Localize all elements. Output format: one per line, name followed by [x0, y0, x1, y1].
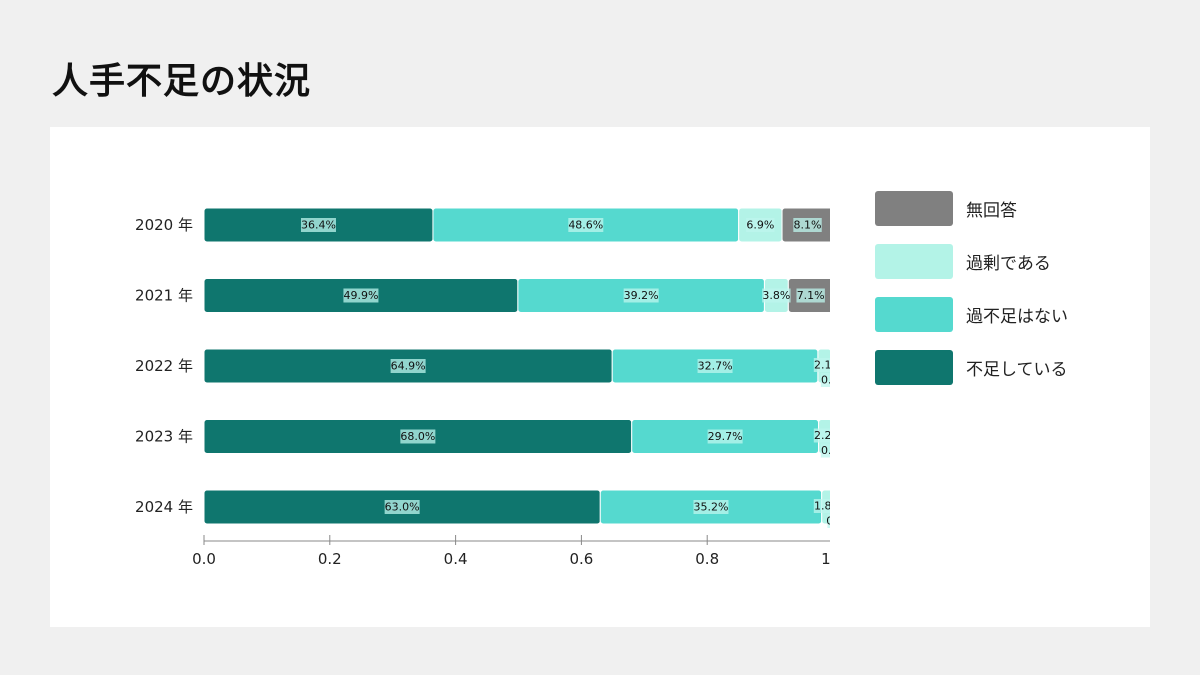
data-label-no-answer-bg: [820, 443, 830, 458]
data-label-shortage-bg: [400, 429, 436, 444]
data-label-no-answer: 7.1%: [797, 289, 825, 302]
data-label-shortage-bg: [384, 500, 420, 514]
data-label-excess-bg: [813, 499, 830, 513]
data-label-no-answer-bg: [796, 288, 825, 303]
data-label-excess: 2.2%: [814, 429, 830, 442]
legend-label-no-shortage: 過不足はない: [966, 306, 1068, 327]
x-tick-label: 0.6: [569, 550, 593, 568]
data-label-no-shortage: 39.2%: [624, 289, 659, 302]
data-label-shortage: 63.0%: [385, 501, 420, 514]
x-tick-label: 0.8: [695, 550, 719, 568]
data-label-no-shortage-bg: [707, 429, 743, 444]
data-label-excess: 6.9%: [746, 219, 774, 232]
stacked-bar-chart: 2020 年 36.4% 48.6% 6.9% 8.1% 2021 年 49.9% 39.2%…: [135, 207, 830, 568]
legend-label-no-answer: 無回答: [966, 200, 1017, 221]
data-label-no-shortage: 48.6%: [568, 219, 603, 232]
data-label-shortage: 36.4%: [301, 219, 336, 232]
legend-item-excess: 過剰である: [875, 243, 1068, 279]
data-label-no-shortage: 32.7%: [698, 360, 733, 373]
legend-item-no-answer: 無回答: [875, 190, 1068, 226]
x-tick-label: 0.2: [318, 550, 342, 568]
legend-swatch-no-answer: [875, 190, 953, 226]
data-label-shortage: 49.9%: [343, 289, 378, 302]
data-label-no-answer-bg: [820, 373, 830, 387]
category-label: 2023 年: [135, 428, 193, 446]
data-label-no-answer: 0.3%: [821, 374, 830, 387]
data-label-excess-bg: [746, 218, 775, 232]
data-label-no-shortage-bg: [697, 359, 733, 373]
data-label-no-answer: 0%: [826, 515, 830, 528]
legend-swatch-shortage: [875, 349, 953, 385]
data-label-shortage-bg: [343, 288, 379, 303]
data-label-excess-bg: [813, 428, 830, 443]
category-label: 2020 年: [135, 216, 193, 234]
category-label: 2024 年: [135, 498, 193, 516]
chart-card: 2020 年 36.4% 48.6% 6.9% 8.1% 2021 年 49.9% 39.2%…: [50, 127, 1150, 627]
data-label-shortage: 68.0%: [400, 430, 435, 443]
legend-label-shortage: 不足している: [966, 359, 1068, 380]
legend-item-shortage: 不足している: [875, 349, 1068, 385]
data-label-no-answer: 0.1%: [821, 444, 830, 457]
data-label-no-shortage-bg: [568, 218, 604, 232]
data-label-shortage-bg: [300, 218, 336, 232]
data-label-excess-bg: [813, 358, 830, 372]
data-label-no-answer-bg: [827, 514, 830, 528]
x-tick-label: 1.0: [821, 550, 830, 568]
legend-item-no-shortage: 過不足はない: [875, 296, 1068, 332]
legend: 無回答 過剰である 過不足はない 不足している: [875, 190, 1068, 402]
page-title: 人手不足の状況: [52, 61, 312, 102]
x-tick-label: 0.4: [444, 550, 468, 568]
data-label-no-answer-bg: [793, 218, 822, 232]
data-label-excess: 2.1%: [814, 359, 830, 372]
legend-swatch-no-shortage: [875, 296, 953, 332]
legend-swatch-excess: [875, 243, 953, 279]
data-label-no-shortage: 35.2%: [693, 501, 728, 514]
data-label-excess: 1.8%: [814, 500, 830, 513]
data-label-excess: 3.8%: [762, 289, 790, 302]
category-label: 2021 年: [135, 287, 193, 305]
data-label-excess-bg: [762, 288, 791, 303]
x-tick-label: 0.0: [192, 550, 216, 568]
data-label-no-shortage: 29.7%: [708, 430, 743, 443]
legend-label-excess: 過剰である: [966, 253, 1051, 274]
data-label-no-answer: 8.1%: [794, 219, 822, 232]
data-label-shortage-bg: [390, 359, 426, 373]
category-label: 2022 年: [135, 357, 193, 375]
data-label-no-shortage-bg: [623, 288, 659, 303]
data-label-no-shortage-bg: [693, 500, 729, 514]
data-label-shortage: 64.9%: [391, 360, 426, 373]
